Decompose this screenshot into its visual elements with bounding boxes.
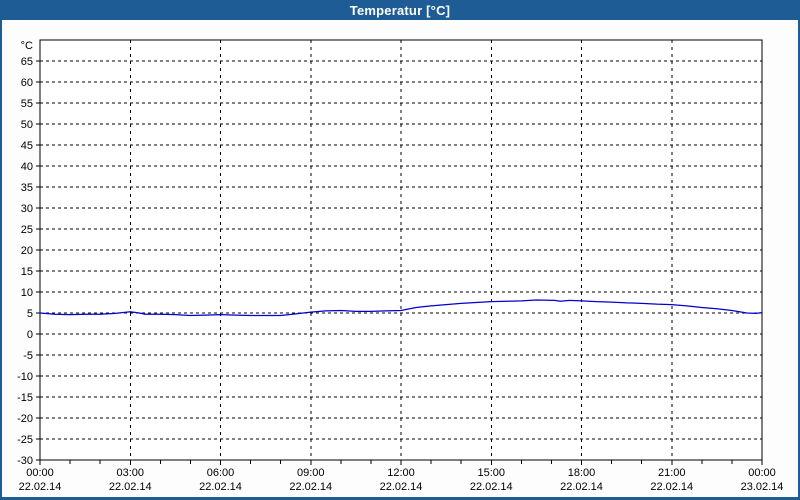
svg-text:45: 45 [21,140,33,152]
window-titlebar[interactable]: Temperatur [°C] [0,0,800,20]
svg-text:0: 0 [27,329,33,341]
svg-text:20: 20 [21,245,33,257]
svg-text:35: 35 [21,182,33,194]
svg-text:18:00: 18:00 [568,467,596,479]
svg-text:55: 55 [21,98,33,110]
svg-text:03:00: 03:00 [116,467,144,479]
window-title: Temperatur [°C] [349,2,451,18]
svg-text:60: 60 [21,77,33,89]
svg-text:10: 10 [21,287,33,299]
svg-text:09:00: 09:00 [297,467,325,479]
svg-text:-10: -10 [17,371,33,383]
svg-text:50: 50 [21,119,33,131]
svg-text:30: 30 [21,203,33,215]
svg-text:22.02.14: 22.02.14 [19,481,62,493]
svg-text:22.02.14: 22.02.14 [380,481,423,493]
svg-text:22.02.14: 22.02.14 [289,481,332,493]
svg-text:25: 25 [21,224,33,236]
svg-text:-30: -30 [17,455,33,467]
svg-text:00:00: 00:00 [26,467,54,479]
svg-text:-25: -25 [17,434,33,446]
svg-text:12:00: 12:00 [387,467,415,479]
svg-text:22.02.14: 22.02.14 [109,481,152,493]
svg-text:06:00: 06:00 [207,467,235,479]
temperature-chart: 65605550454035302520151050-5-10-15-20-25… [0,20,800,500]
svg-text:65: 65 [21,56,33,68]
svg-text:5: 5 [27,308,33,320]
svg-text:00:00: 00:00 [748,467,776,479]
svg-text:°C: °C [21,40,33,52]
window-border-bottom [0,497,800,500]
window-border-left [0,20,2,500]
svg-text:-15: -15 [17,392,33,404]
svg-text:22.02.14: 22.02.14 [560,481,603,493]
svg-text:22.02.14: 22.02.14 [199,481,242,493]
svg-text:21:00: 21:00 [658,467,686,479]
svg-text:22.02.14: 22.02.14 [650,481,693,493]
svg-text:22.02.14: 22.02.14 [470,481,513,493]
svg-text:15:00: 15:00 [477,467,505,479]
svg-text:23.02.14: 23.02.14 [741,481,784,493]
svg-text:-5: -5 [23,350,33,362]
svg-text:40: 40 [21,161,33,173]
svg-text:15: 15 [21,266,33,278]
svg-text:-20: -20 [17,413,33,425]
window-border-right [798,20,800,500]
